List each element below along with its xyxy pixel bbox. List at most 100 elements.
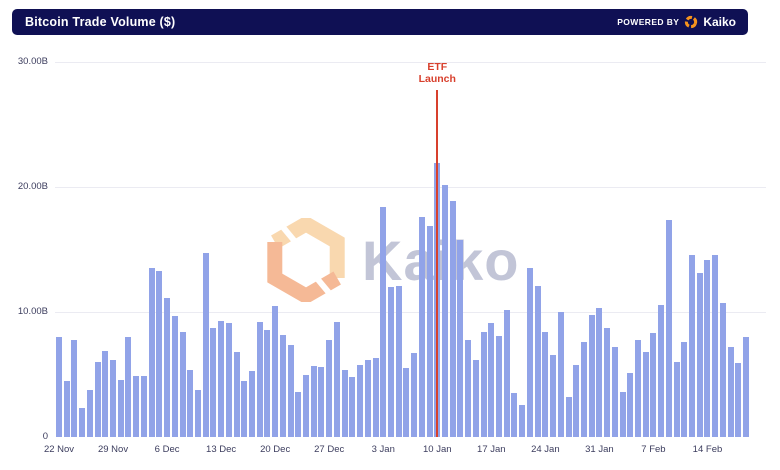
bar[interactable]	[465, 339, 472, 437]
bar[interactable]	[333, 322, 340, 437]
bar[interactable]	[102, 350, 109, 437]
bar[interactable]	[218, 320, 225, 437]
bar[interactable]	[272, 305, 279, 437]
y-tick-label: 20.00B	[17, 181, 48, 192]
bar[interactable]	[550, 354, 557, 437]
bar[interactable]	[580, 342, 587, 437]
bar[interactable]	[194, 389, 201, 437]
bar[interactable]	[380, 207, 387, 437]
bar[interactable]	[650, 333, 657, 437]
x-tick-label: 29 Nov	[97, 444, 129, 455]
bar[interactable]	[210, 328, 217, 437]
x-tick-label: 6 Dec	[154, 444, 180, 455]
bar[interactable]	[341, 369, 348, 437]
bar[interactable]	[519, 404, 526, 437]
bar[interactable]	[256, 322, 263, 437]
bar[interactable]	[133, 375, 140, 437]
bar[interactable]	[642, 352, 649, 437]
bar[interactable]	[604, 328, 611, 437]
bar[interactable]	[117, 379, 124, 437]
bar[interactable]	[426, 225, 433, 437]
x-tick-label: 22 Nov	[43, 444, 75, 455]
bar[interactable]	[63, 380, 70, 437]
bar[interactable]	[496, 335, 503, 437]
bar[interactable]	[418, 217, 425, 437]
bar[interactable]	[449, 200, 456, 437]
bar[interactable]	[534, 285, 541, 437]
bar[interactable]	[279, 334, 286, 437]
bar[interactable]	[596, 308, 603, 437]
bar[interactable]	[503, 309, 510, 437]
bar[interactable]	[511, 393, 518, 437]
bar[interactable]	[249, 370, 255, 437]
bar[interactable]	[743, 337, 750, 437]
bar[interactable]	[665, 219, 672, 437]
page-title: Bitcoin Trade Volume ($)	[25, 15, 176, 29]
bar[interactable]	[303, 374, 310, 437]
bar[interactable]	[372, 358, 379, 437]
etf-launch-annotation: ETF Launch	[418, 61, 456, 85]
bar[interactable]	[156, 270, 163, 437]
bar[interactable]	[635, 339, 641, 437]
bar[interactable]	[86, 389, 93, 437]
bar[interactable]	[619, 392, 626, 437]
x-tick-label: 13 Dec	[206, 444, 237, 455]
bar[interactable]	[542, 332, 549, 437]
bar[interactable]	[264, 329, 271, 437]
bar[interactable]	[318, 367, 325, 437]
bar[interactable]	[387, 287, 394, 437]
bar[interactable]	[71, 339, 78, 437]
bar[interactable]	[140, 375, 147, 437]
bar[interactable]	[148, 268, 155, 437]
bar[interactable]	[295, 392, 302, 437]
bar[interactable]	[472, 359, 479, 437]
bar[interactable]	[179, 332, 186, 437]
bar[interactable]	[326, 339, 333, 437]
bar[interactable]	[689, 254, 696, 437]
bar[interactable]	[442, 184, 448, 437]
etf-launch-line	[436, 90, 439, 437]
bar[interactable]	[395, 285, 402, 437]
bar[interactable]	[357, 364, 364, 437]
bar[interactable]	[526, 268, 533, 437]
bar[interactable]	[187, 369, 194, 437]
bar[interactable]	[480, 332, 487, 437]
bar[interactable]	[125, 337, 132, 437]
bar[interactable]	[164, 298, 171, 437]
bar[interactable]	[658, 304, 665, 437]
bar[interactable]	[241, 380, 248, 437]
bar[interactable]	[712, 254, 719, 437]
bar[interactable]	[202, 253, 209, 437]
bar[interactable]	[696, 273, 703, 437]
bar[interactable]	[110, 359, 117, 437]
powered-by-badge: POWERED BY Kaiko	[617, 15, 736, 29]
bar[interactable]	[588, 314, 595, 437]
bar[interactable]	[735, 363, 742, 437]
bar[interactable]	[364, 359, 371, 437]
bar[interactable]	[565, 397, 572, 437]
bar[interactable]	[56, 337, 62, 437]
bar[interactable]	[557, 312, 564, 437]
bar[interactable]	[411, 353, 418, 437]
bar[interactable]	[310, 365, 317, 437]
bar[interactable]	[233, 352, 240, 437]
bar[interactable]	[704, 259, 711, 437]
bar[interactable]	[681, 342, 688, 437]
bar[interactable]	[349, 377, 356, 437]
plot-area	[55, 62, 767, 437]
bar[interactable]	[225, 323, 232, 437]
bar[interactable]	[727, 347, 734, 437]
bar[interactable]	[403, 368, 410, 437]
bar[interactable]	[611, 347, 618, 437]
bar[interactable]	[673, 362, 680, 437]
bar[interactable]	[287, 344, 294, 437]
bar[interactable]	[94, 362, 101, 437]
bar[interactable]	[627, 373, 634, 437]
chart-header-bar: Bitcoin Trade Volume ($) POWERED BY Kaik…	[12, 9, 748, 35]
bar[interactable]	[79, 408, 86, 437]
bar[interactable]	[457, 239, 464, 437]
bar[interactable]	[719, 303, 726, 437]
bar[interactable]	[171, 315, 178, 437]
bar[interactable]	[573, 364, 580, 437]
bar[interactable]	[488, 323, 495, 437]
